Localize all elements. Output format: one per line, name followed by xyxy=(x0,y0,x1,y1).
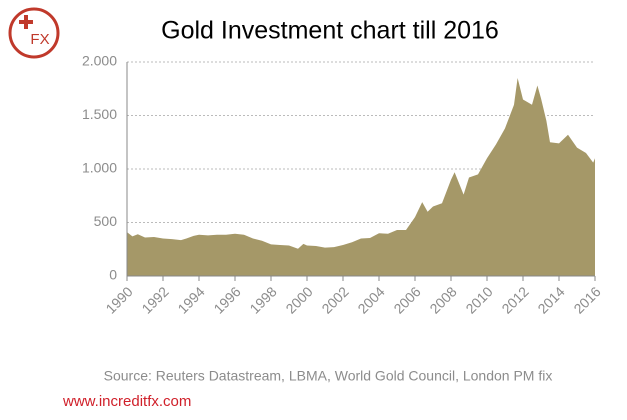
area xyxy=(127,78,595,276)
x-tick-label: 2000 xyxy=(282,283,315,316)
x-tick-label: 2016 xyxy=(570,283,603,316)
logo: FX xyxy=(8,7,60,59)
y-tick-label: 1.000 xyxy=(82,160,117,176)
x-tick-label: 1996 xyxy=(210,283,243,316)
website: www.increditfx.com xyxy=(62,393,191,410)
x-tick-label: 2010 xyxy=(462,283,495,316)
logo-plus xyxy=(19,15,33,29)
y-tick-label: 2.000 xyxy=(82,53,117,69)
y-tick-label: 0 xyxy=(109,267,117,283)
x-tick-label: 2004 xyxy=(354,283,387,316)
logo-text: FX xyxy=(30,31,49,48)
x-tick-label: 1998 xyxy=(246,283,279,316)
x-tick-label: 1992 xyxy=(138,283,171,316)
x-tick-label: 2006 xyxy=(390,283,423,316)
y-tick-label: 500 xyxy=(94,213,118,229)
x-tick-label: 2014 xyxy=(534,283,567,316)
source: Source: Reuters Datastream, LBMA, World … xyxy=(104,368,553,384)
x-tick-label: 2012 xyxy=(498,283,531,316)
x-tick-label: 1990 xyxy=(102,283,135,316)
x-tick-label: 2002 xyxy=(318,283,351,316)
x-tick-label: 2008 xyxy=(426,283,459,316)
chart-title: Gold Investment chart till 2016 xyxy=(161,17,499,45)
y-tick-label: 1.500 xyxy=(82,106,117,122)
x-tick-label: 1994 xyxy=(174,283,207,316)
